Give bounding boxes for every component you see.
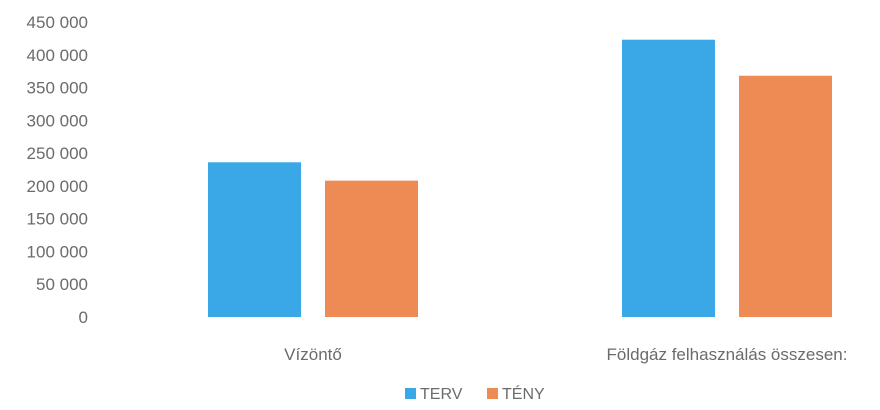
- x-category-label: Földgáz felhasználás összesen:: [607, 345, 848, 364]
- legend-item: TERV: [405, 386, 463, 403]
- legend-label: TERV: [420, 386, 463, 403]
- y-axis: 0 50 000 100 000 150 000 200 000 250 000 300 0…: [27, 13, 88, 327]
- y-tick-label: 50 000: [36, 275, 88, 294]
- y-tick-label: 0: [79, 308, 88, 327]
- bar-terv-0: [208, 162, 301, 317]
- y-tick-label: 400 000: [27, 46, 88, 65]
- y-tick-label: 450 000: [27, 13, 88, 32]
- bar-terv-1: [622, 39, 715, 317]
- y-tick-label: 150 000: [27, 210, 88, 229]
- x-category-label: Vízöntő: [284, 345, 342, 364]
- y-tick-label: 300 000: [27, 111, 88, 130]
- x-axis: Vízöntő Földgáz felhasználás összesen:: [284, 345, 847, 364]
- legend: TERV TÉNY: [405, 384, 545, 403]
- y-tick-label: 350 000: [27, 79, 88, 98]
- bar-tny-0: [325, 180, 418, 317]
- y-tick-label: 250 000: [27, 144, 88, 163]
- bar-tny-1: [739, 75, 832, 317]
- y-tick-label: 200 000: [27, 177, 88, 196]
- legend-swatch: [405, 388, 416, 399]
- legend-swatch: [487, 388, 498, 399]
- y-tick-label: 100 000: [27, 242, 88, 261]
- bar-group: [208, 39, 832, 317]
- legend-label: TÉNY: [502, 384, 545, 403]
- legend-item: TÉNY: [487, 384, 545, 403]
